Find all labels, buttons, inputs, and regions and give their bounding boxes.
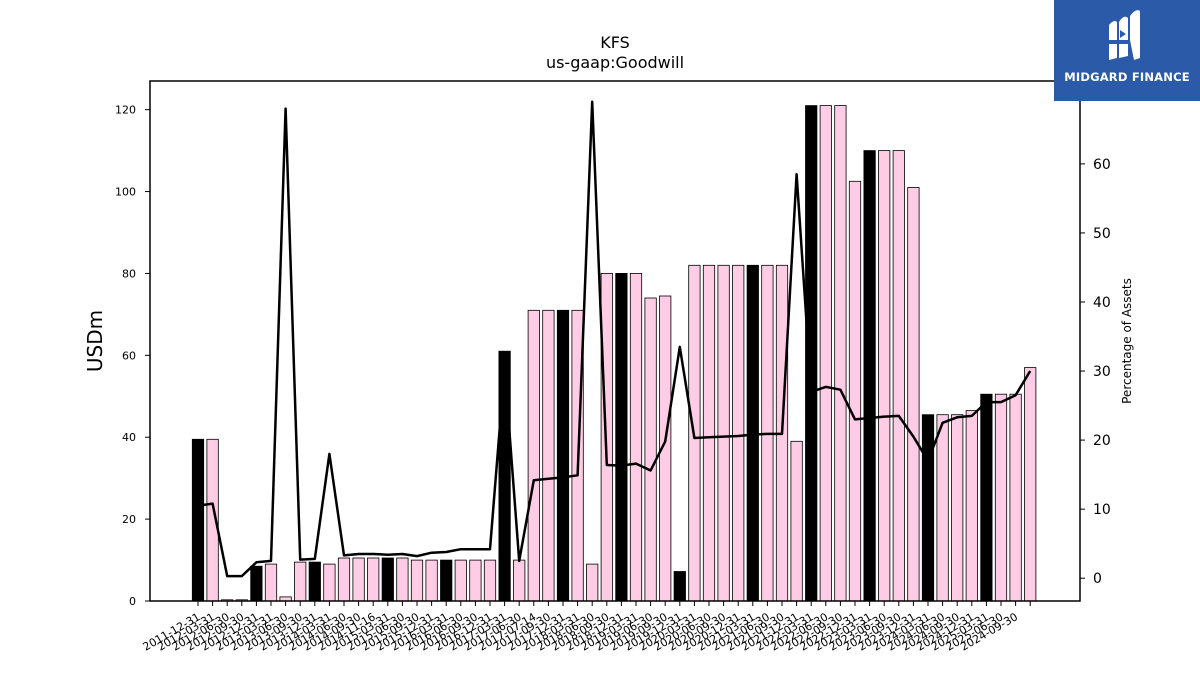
x-axis-ticks: 2011-12-312012-03-312012-06-302012-09-30…: [141, 601, 1031, 654]
bar: [878, 150, 891, 602]
y-axis-label: USDm: [83, 310, 107, 372]
bar: [1009, 393, 1022, 602]
bar: [702, 264, 716, 602]
y-tick-label: 100: [115, 186, 136, 199]
bar: [629, 272, 643, 602]
y-tick-label: 20: [122, 513, 136, 526]
bar: [644, 297, 657, 602]
bar: [732, 264, 745, 602]
bar: [848, 180, 862, 602]
bar: [440, 559, 453, 602]
y2-tick-label: 40: [1093, 295, 1111, 311]
bar: [381, 557, 394, 602]
y-tick-label: 120: [115, 104, 136, 117]
percentage-line-group: [197, 100, 1032, 578]
bar: [469, 559, 482, 602]
logo-text: MIDGARD FINANCE: [1064, 70, 1190, 84]
bar: [980, 393, 993, 602]
bar: [264, 563, 278, 602]
bar: [834, 105, 847, 602]
y2-tick-label: 60: [1093, 157, 1111, 173]
y2-tick-label: 0: [1093, 571, 1102, 587]
bar: [921, 414, 935, 602]
logo-mark-icon: [1109, 10, 1140, 61]
bar: [819, 105, 832, 602]
bar: [337, 557, 351, 602]
chart-title: KFS: [600, 33, 630, 52]
bar: [951, 414, 964, 602]
bar: [483, 559, 497, 602]
y-tick-label: 0: [129, 595, 136, 608]
bar: [542, 309, 555, 602]
bar: [907, 187, 920, 602]
chart-subtitle: us-gaap:Goodwill: [546, 53, 684, 72]
bar: [994, 393, 1008, 602]
midgard-finance-logo: MIDGARD FINANCE: [1054, 0, 1200, 101]
bar: [367, 557, 380, 602]
y2-axis-ticks: 010203040506070: [1080, 88, 1111, 587]
bar: [892, 150, 905, 602]
bar: [498, 350, 511, 602]
y2-tick-label: 30: [1093, 364, 1111, 380]
bar: [790, 440, 803, 602]
bar: [352, 557, 365, 602]
bar: [527, 309, 540, 602]
bar: [673, 571, 686, 602]
y-axis-ticks: 0 20 40 60 80 100 120: [115, 104, 150, 608]
plot-frame: [149, 80, 1081, 602]
y2-tick-label: 10: [1093, 502, 1111, 518]
y-tick-label: 60: [122, 349, 136, 362]
bar: [294, 561, 307, 602]
bar: [454, 559, 467, 602]
bar: [556, 309, 570, 602]
y2-axis-label: Percentage of Assets: [1120, 278, 1134, 404]
bar: [746, 264, 759, 602]
bar: [410, 559, 424, 602]
bar: [936, 414, 949, 602]
bar: [863, 150, 876, 602]
bar: [191, 438, 205, 602]
y2-tick-label: 50: [1093, 226, 1111, 242]
y2-tick-label: 20: [1093, 433, 1111, 449]
bar: [965, 410, 978, 602]
bar: [717, 264, 730, 602]
percentage-line: [197, 100, 1032, 578]
bar: [250, 565, 263, 602]
y-tick-label: 80: [122, 267, 136, 280]
bar: [805, 105, 818, 602]
bar: [425, 559, 438, 602]
bar: [586, 563, 599, 602]
bar: [396, 557, 409, 602]
bar: [308, 561, 321, 602]
bar: [1024, 367, 1037, 602]
bar: [513, 559, 526, 602]
bar: [615, 272, 628, 602]
y-tick-label: 40: [122, 431, 136, 444]
bar: [323, 563, 336, 602]
